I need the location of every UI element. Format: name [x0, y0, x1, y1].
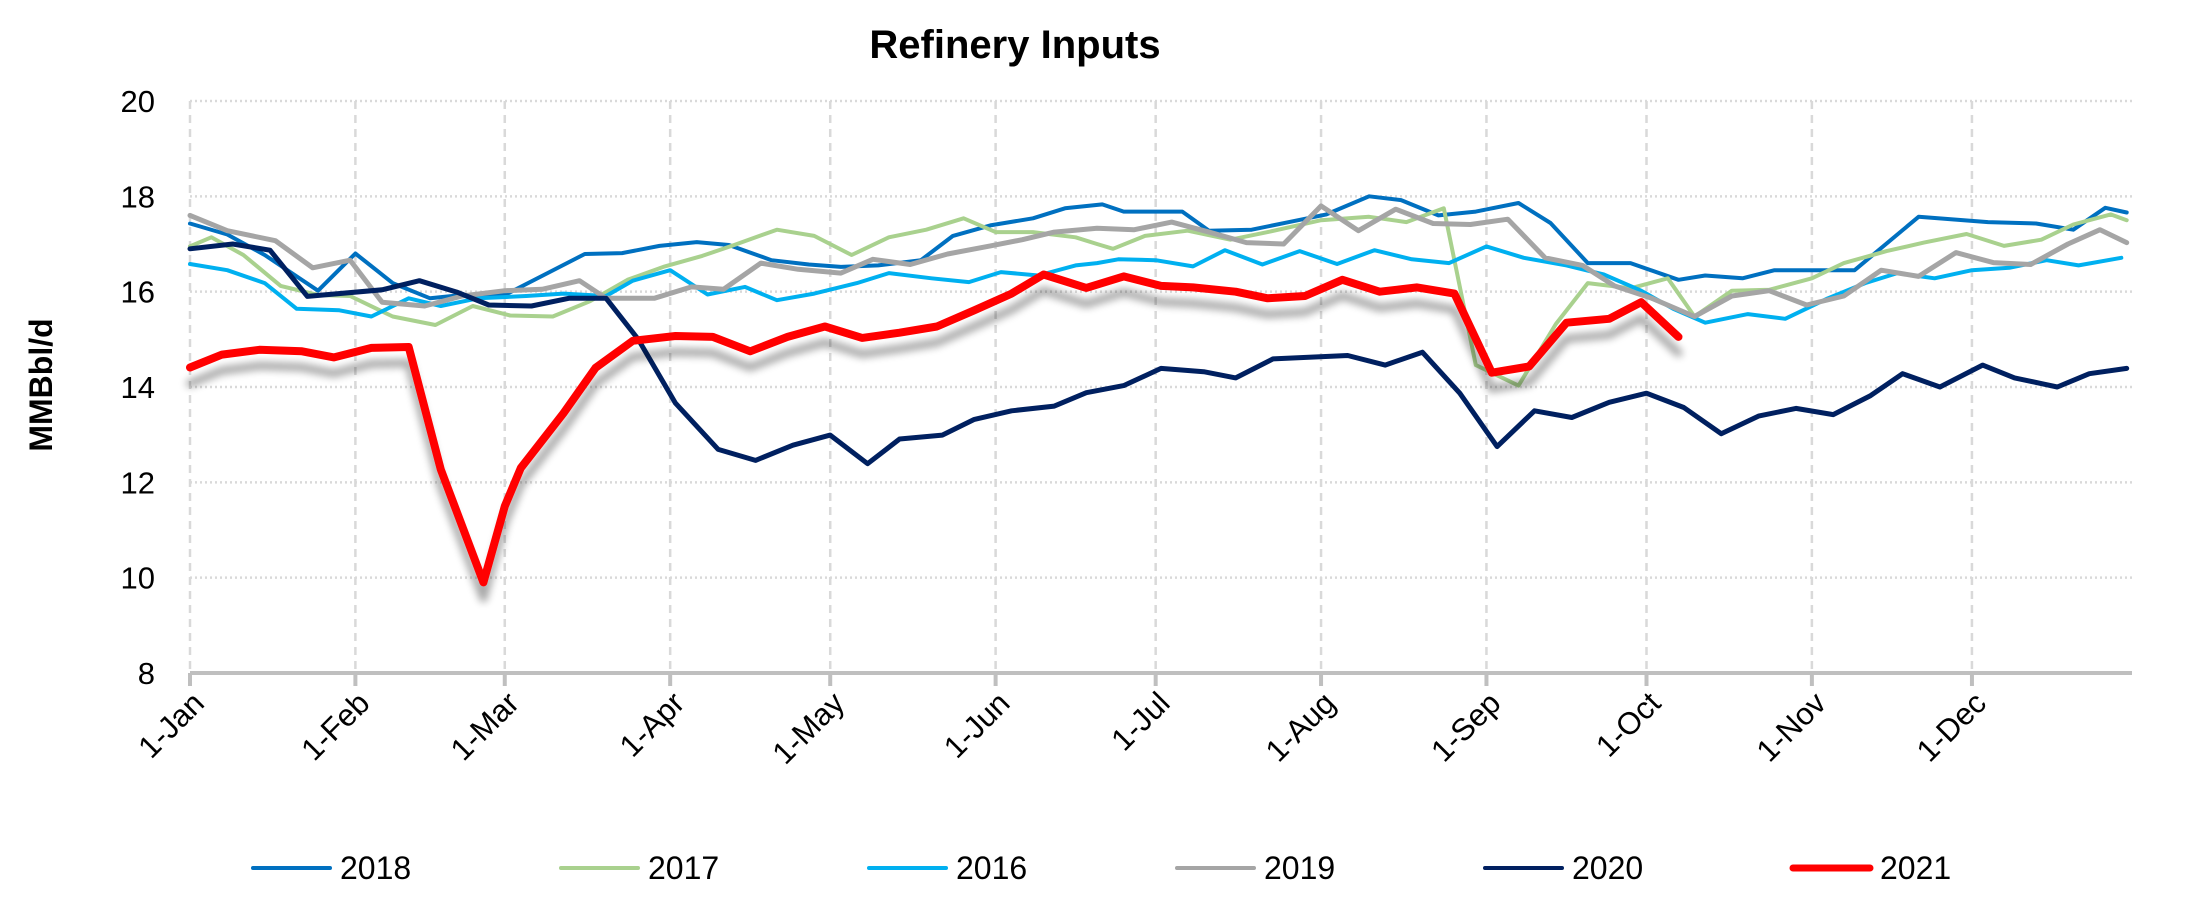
x-tick-label: 1-Mar	[444, 685, 526, 767]
legend-label-2019: 2019	[1264, 850, 1335, 886]
x-tick-label: 1-May	[766, 685, 852, 771]
chart-title: Refinery Inputs	[869, 23, 1160, 67]
y-tick-label: 8	[138, 656, 155, 691]
legend-label-2018: 2018	[340, 850, 411, 886]
series-line-2021	[186, 270, 1683, 587]
y-tick-label: 18	[121, 179, 155, 214]
axes: 8 10 12 14 16 18 20 1-Jan 1-Feb 1-Mar 1-Apr 1-May 1-…	[121, 84, 2132, 771]
y-tick-label: 12	[121, 465, 155, 500]
x-tick-label: 1-Nov	[1750, 685, 1834, 769]
x-tick-label: 1-Feb	[294, 685, 376, 767]
series-line-2017	[188, 206, 2129, 388]
legend-label-2017: 2017	[648, 850, 719, 886]
x-tick-label: 1-Apr	[613, 685, 691, 763]
x-tick-label: 1-Jun	[937, 685, 1017, 765]
legend: 2018 2017 2016 2019 2020 2021	[251, 850, 1951, 886]
series-line-2020	[187, 241, 2130, 467]
series-line-2016	[188, 244, 2124, 325]
x-tick-label: 1-Oct	[1589, 685, 1668, 764]
y-tick-label: 10	[121, 561, 155, 596]
y-tick-label: 14	[121, 370, 155, 405]
x-tick-label: 1-Jan	[131, 685, 211, 765]
series-line-2019	[187, 203, 2130, 319]
y-axis-label: MMBbl/d	[23, 318, 59, 451]
series-lines	[186, 194, 2130, 587]
legend-label-2020: 2020	[1572, 850, 1643, 886]
x-tick-label: 1-Dec	[1910, 685, 1993, 768]
x-tick-label: 1-Sep	[1424, 685, 1507, 768]
gridlines	[188, 99, 2132, 673]
y-tick-label: 20	[121, 84, 155, 119]
x-tick-label: 1-Jul	[1104, 685, 1176, 757]
legend-label-2016: 2016	[956, 850, 1027, 886]
y-tick-label: 16	[121, 275, 155, 310]
legend-label-2021: 2021	[1880, 850, 1951, 886]
x-tick-label: 1-Aug	[1259, 685, 1342, 768]
